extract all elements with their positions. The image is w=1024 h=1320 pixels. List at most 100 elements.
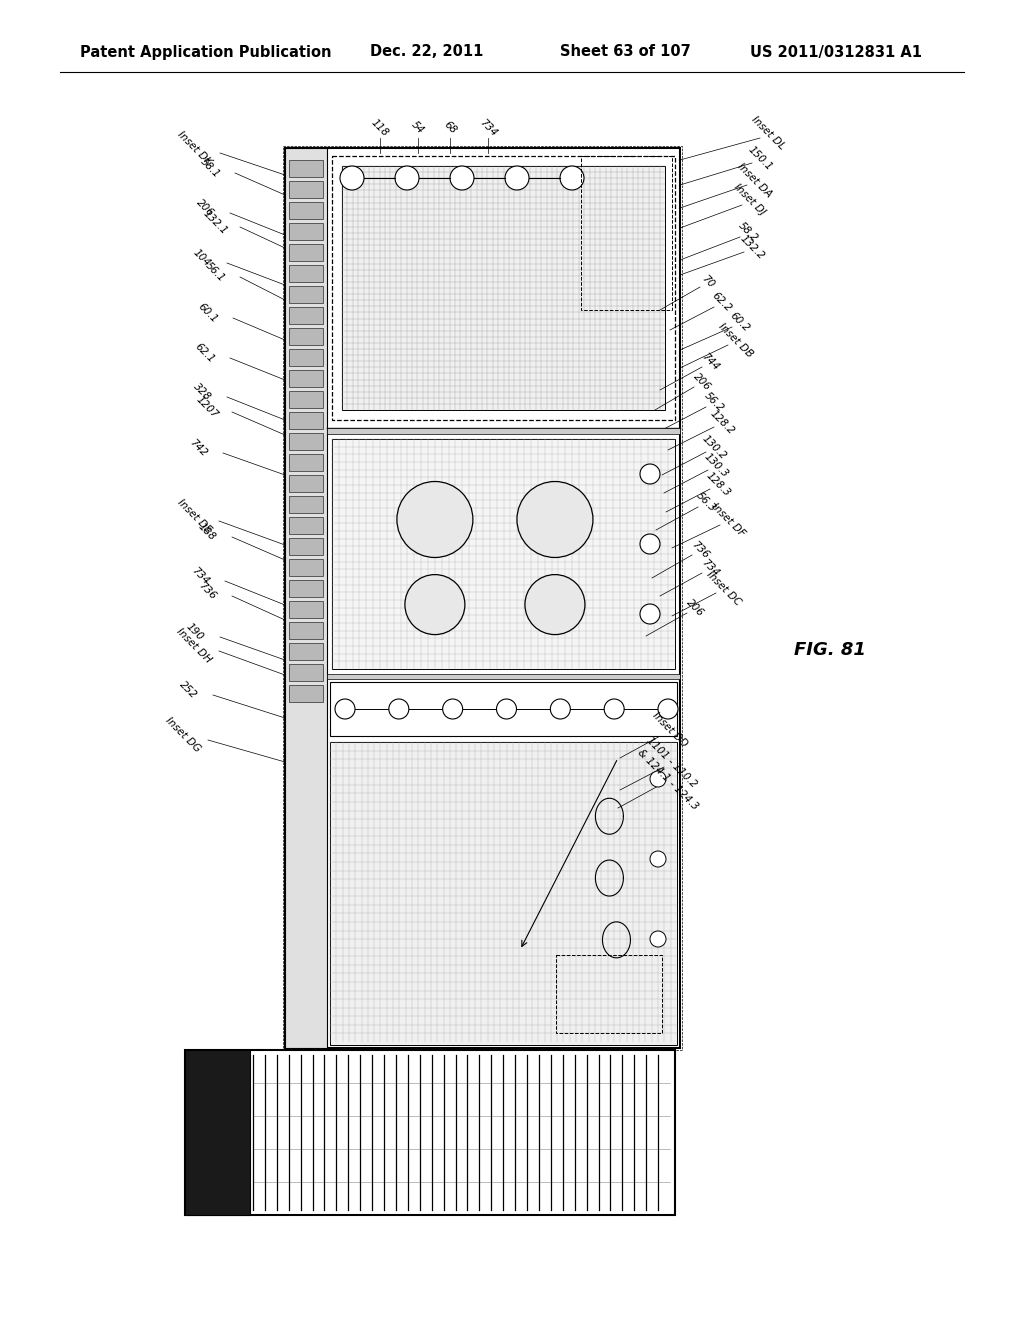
Text: Inset DH: Inset DH <box>175 627 213 665</box>
Bar <box>289 160 323 177</box>
Bar <box>289 265 323 282</box>
Circle shape <box>517 482 593 557</box>
Circle shape <box>442 700 463 719</box>
Circle shape <box>389 700 409 719</box>
Circle shape <box>505 166 529 190</box>
Text: Dec. 22, 2011: Dec. 22, 2011 <box>370 45 483 59</box>
Text: 56.2: 56.2 <box>702 391 726 413</box>
Bar <box>289 517 323 535</box>
Bar <box>289 558 323 576</box>
Bar <box>289 391 323 408</box>
Text: 736: 736 <box>689 540 711 561</box>
Text: 188: 188 <box>197 521 217 543</box>
Text: 206: 206 <box>195 198 216 219</box>
Bar <box>289 244 323 261</box>
Text: 252: 252 <box>177 680 199 701</box>
Bar <box>285 148 327 1048</box>
Text: 62.2: 62.2 <box>711 290 734 314</box>
Circle shape <box>395 166 419 190</box>
Text: Inset DA: Inset DA <box>736 161 774 199</box>
Text: 328: 328 <box>191 381 213 403</box>
Text: 118: 118 <box>370 117 390 139</box>
Circle shape <box>404 574 465 635</box>
Bar <box>289 370 323 387</box>
Bar <box>289 622 323 639</box>
Circle shape <box>640 465 660 484</box>
Bar <box>289 475 323 492</box>
Bar <box>330 682 677 737</box>
Circle shape <box>550 700 570 719</box>
Text: 1101 - 110.2: 1101 - 110.2 <box>645 735 699 789</box>
Bar <box>289 643 323 660</box>
Text: 736: 736 <box>197 581 217 602</box>
Circle shape <box>560 166 584 190</box>
Circle shape <box>397 482 473 557</box>
Bar <box>289 202 323 219</box>
Bar <box>327 675 680 678</box>
Circle shape <box>604 700 625 719</box>
Text: 58.2: 58.2 <box>736 220 760 244</box>
Text: 60.2: 60.2 <box>728 310 752 334</box>
Text: 132.1: 132.1 <box>201 209 229 236</box>
Text: 206: 206 <box>691 371 713 392</box>
Text: Inset DK: Inset DK <box>176 129 214 166</box>
Text: 734: 734 <box>699 557 721 578</box>
Bar <box>332 156 675 420</box>
Text: FIG. 81: FIG. 81 <box>794 642 866 659</box>
Bar <box>289 539 323 554</box>
Circle shape <box>497 700 516 719</box>
Text: 734: 734 <box>477 117 499 139</box>
Bar <box>330 742 677 1045</box>
Text: 128.3: 128.3 <box>703 470 732 498</box>
Text: Inset DC: Inset DC <box>705 569 743 607</box>
Text: & 124.1 - 124.3: & 124.1 - 124.3 <box>636 748 700 812</box>
Bar <box>556 956 663 1032</box>
Text: 150.1: 150.1 <box>745 144 774 172</box>
Bar <box>289 454 323 471</box>
Bar <box>289 685 323 702</box>
Bar <box>283 147 682 1049</box>
Text: 190: 190 <box>184 622 206 643</box>
Bar <box>289 496 323 513</box>
Text: 742: 742 <box>187 437 209 458</box>
Circle shape <box>640 605 660 624</box>
Text: 1207: 1207 <box>195 395 220 420</box>
Bar <box>289 327 323 345</box>
Bar <box>327 428 680 434</box>
Bar <box>289 412 323 429</box>
Text: 206: 206 <box>684 598 706 619</box>
Bar <box>342 166 665 411</box>
Text: 56.1: 56.1 <box>204 260 226 284</box>
Text: Sheet 63 of 107: Sheet 63 of 107 <box>560 45 691 59</box>
Text: Inset DF: Inset DF <box>710 502 746 539</box>
Circle shape <box>335 700 355 719</box>
Bar <box>285 148 680 1048</box>
Bar <box>289 664 323 681</box>
Text: 104: 104 <box>191 247 213 268</box>
Circle shape <box>340 166 364 190</box>
Text: 70: 70 <box>699 273 716 290</box>
Bar <box>289 601 323 618</box>
Circle shape <box>650 931 666 946</box>
Text: 130.3: 130.3 <box>701 451 730 479</box>
Bar <box>185 1049 675 1214</box>
Text: 128.2: 128.2 <box>708 408 736 436</box>
Bar <box>289 181 323 198</box>
Bar <box>289 348 323 366</box>
Bar <box>289 286 323 304</box>
Bar <box>289 579 323 597</box>
Bar <box>332 440 675 669</box>
Text: Inset DJ: Inset DJ <box>732 182 768 218</box>
Text: Inset DD: Inset DD <box>650 710 689 750</box>
Text: 58.1: 58.1 <box>199 156 222 180</box>
Text: 62.1: 62.1 <box>194 342 217 364</box>
Circle shape <box>450 166 474 190</box>
Bar <box>582 156 672 310</box>
Bar <box>185 1049 250 1214</box>
Text: 734: 734 <box>189 565 211 586</box>
Text: Patent Application Publication: Patent Application Publication <box>80 45 332 59</box>
Bar <box>289 223 323 240</box>
Text: US 2011/0312831 A1: US 2011/0312831 A1 <box>750 45 922 59</box>
Bar <box>289 308 323 323</box>
Circle shape <box>650 771 666 787</box>
